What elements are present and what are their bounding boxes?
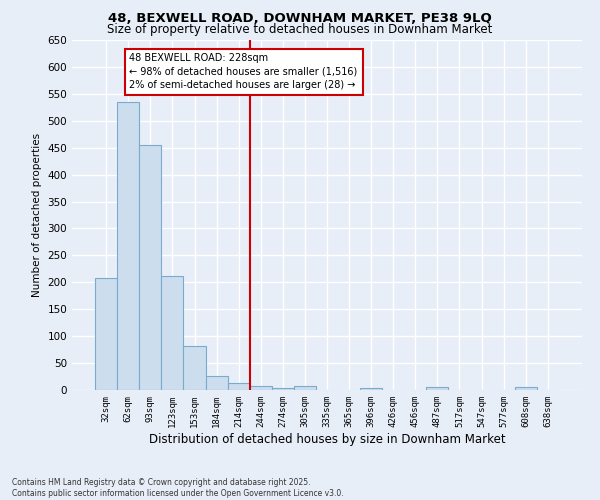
Bar (184, 346, 206, 390)
Text: Size of property relative to detached houses in Downham Market: Size of property relative to detached ho… (107, 22, 493, 36)
Bar (117, 102, 139, 390)
Bar (95, 278, 117, 390)
X-axis label: Distribution of detached houses by size in Downham Market: Distribution of detached houses by size … (149, 432, 505, 446)
Text: 48, BEXWELL ROAD, DOWNHAM MARKET, PE38 9LQ: 48, BEXWELL ROAD, DOWNHAM MARKET, PE38 9… (108, 12, 492, 26)
Text: Contains HM Land Registry data © Crown copyright and database right 2025.
Contai: Contains HM Land Registry data © Crown c… (12, 478, 344, 498)
Bar (250, 386, 272, 390)
Bar (515, 388, 537, 390)
Text: 48 BEXWELL ROAD: 228sqm
← 98% of detached houses are smaller (1,516)
2% of semi-: 48 BEXWELL ROAD: 228sqm ← 98% of detache… (130, 54, 358, 90)
Bar (360, 388, 382, 390)
Bar (272, 388, 294, 390)
Bar (139, 145, 161, 390)
Y-axis label: Number of detached properties: Number of detached properties (32, 133, 42, 297)
Bar (294, 386, 316, 390)
Bar (161, 276, 184, 390)
Bar (227, 383, 250, 390)
Bar (427, 388, 448, 390)
Bar (206, 376, 227, 390)
